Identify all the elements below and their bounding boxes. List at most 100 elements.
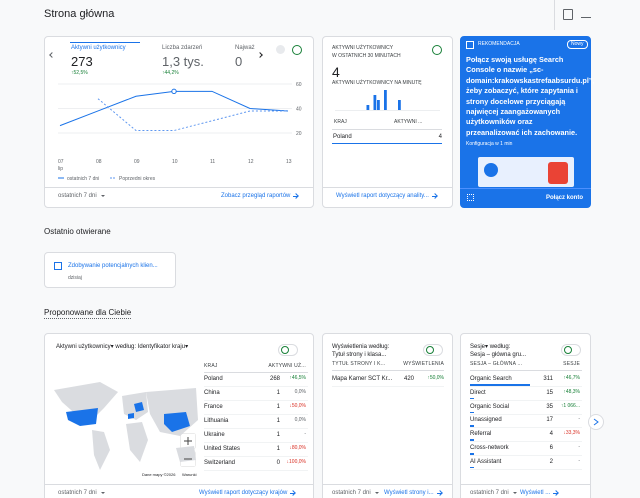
connect-button[interactable]: Połącz konto: [546, 195, 584, 201]
recommendation-icon: [466, 41, 474, 49]
period-selector[interactable]: ostatnich 7 dni: [470, 490, 509, 496]
realtime-card: [322, 36, 453, 208]
report-link[interactable]: Wyświetl strony i...: [384, 490, 434, 496]
row-value: 15: [546, 389, 553, 396]
dropdown-icon: [374, 492, 379, 494]
link-arrow: [553, 493, 559, 494]
row-label: Poland: [333, 134, 352, 140]
divider: [332, 129, 442, 130]
row-value: 2: [549, 458, 553, 465]
period-selector[interactable]: ostatnich 7 dni: [58, 193, 97, 199]
divider: [204, 372, 308, 373]
row-change: ↑50,0%: [427, 375, 444, 381]
sessions-card: [460, 333, 591, 498]
recent-card[interactable]: [44, 252, 176, 288]
illustration-accent: [548, 162, 568, 184]
row-label: Unassigned: [470, 417, 502, 424]
row-change: ↓50,0%: [289, 403, 306, 409]
status-icon: [432, 45, 442, 55]
check-toggle: [278, 344, 298, 356]
report-icon: [54, 262, 62, 270]
report-link[interactable]: Wyświetl raport dotyczący anality...: [336, 193, 429, 199]
divider: [470, 413, 582, 415]
share-bar: [470, 453, 474, 455]
row-value: 35: [546, 403, 553, 410]
row-change: -: [578, 416, 580, 423]
tab-label[interactable]: Liczba zdarzeń: [162, 45, 203, 51]
row-value: 1: [276, 432, 280, 438]
row-label: Poland: [204, 376, 223, 382]
row-value: 0: [276, 460, 280, 466]
row-value: 420: [403, 376, 414, 382]
divider: [470, 386, 582, 387]
recommendation-label: REKOMENDACJA: [478, 41, 520, 47]
row-change: ↓80,0%: [289, 445, 306, 451]
realtime-subtitle: W OSTATNICH 30 MINUTACH: [332, 53, 401, 59]
next-button[interactable]: [588, 414, 604, 430]
divider: [332, 386, 444, 387]
report-link[interactable]: Wyświetl ...: [520, 490, 551, 496]
row-change: ↓33,3%: [563, 430, 580, 437]
row-value: 6: [549, 445, 553, 451]
column-header: WYŚWIETLENIA: [403, 361, 444, 367]
row-label: Ukraine: [204, 432, 225, 438]
row-value: 1: [276, 446, 280, 452]
card-title: Aktywni użytkownicy▾ według: Identyfikat…: [56, 344, 189, 350]
row-value: 1: [276, 390, 280, 396]
column-header: KRAJ: [334, 119, 347, 125]
tab-label[interactable]: Najważ: [235, 45, 255, 51]
report-link[interactable]: Zobacz przegląd raportów: [221, 193, 291, 199]
divider: [44, 484, 314, 485]
column-header: TYTUŁ STRONY I K...: [332, 361, 386, 367]
row-change: ↑1 066...: [560, 402, 580, 409]
recommendation-text: Połącz swoją usługę Search Console o naz…: [466, 55, 595, 137]
check-toggle: [561, 344, 581, 356]
share-bar: [470, 384, 530, 386]
check-toggle: [423, 344, 443, 356]
expand-icon: [467, 194, 474, 201]
row-change: ↑48,3%: [563, 388, 580, 395]
row-change: 0,0%: [294, 417, 306, 423]
link-arrow: [431, 196, 437, 197]
card-subtitle: Sesja – główna gru...: [470, 352, 527, 358]
divider: [332, 143, 442, 144]
zoom-out[interactable]: [181, 452, 195, 466]
insights-icon[interactable]: [581, 9, 591, 18]
row-label: France: [204, 404, 223, 410]
row-label: Organic Search: [470, 376, 512, 382]
divider: [470, 399, 582, 401]
section-title: Ostatnio otwierane: [44, 227, 111, 236]
status-icon: [292, 45, 302, 55]
period-selector[interactable]: ostatnich 7 dni: [332, 490, 371, 496]
row-change: ↑46,7%: [563, 375, 580, 381]
row-value: 17: [546, 417, 553, 424]
tab-value: 1,3 tys.: [162, 54, 204, 69]
page-title: Strona główna: [44, 8, 115, 20]
link-arrow: [436, 493, 442, 494]
tab-label[interactable]: Aktywni użytkownicy: [71, 45, 126, 51]
row-change: -: [304, 431, 306, 437]
recent-item[interactable]: Zdobywanie potencjalnych klien...: [68, 263, 158, 269]
map-terms[interactable]: Warunki: [182, 472, 197, 477]
row-label: United States: [204, 446, 241, 452]
row-change: ↑46,5%: [289, 375, 306, 381]
divider: [470, 468, 582, 470]
divider: [204, 400, 308, 401]
notes-icon[interactable]: [563, 9, 573, 20]
per-minute-label: AKTYWNI UŻYTKOWNICY NA MINUTĘ: [332, 80, 422, 86]
share-bar: [470, 466, 474, 469]
tab-value: 0: [235, 54, 243, 69]
zoom-in[interactable]: [181, 434, 195, 448]
row-label: AI Assistant: [470, 458, 502, 465]
tab-change: ↑44,2%: [162, 70, 179, 76]
share-bar: [470, 397, 474, 400]
compare-icon: [276, 45, 285, 54]
column-header: SESJA – GŁÓWNA ...: [470, 361, 523, 367]
setup-time: Konfiguracja w 1 min: [466, 141, 513, 147]
divider: [204, 428, 308, 429]
report-link[interactable]: Wyświetl raport dotyczący krajów: [199, 490, 288, 496]
period-selector[interactable]: ostatnich 7 dni: [58, 490, 97, 496]
realtime-title: AKTYWNI UŻYTKOWNICY: [332, 45, 394, 51]
recent-date: dzisiaj: [68, 275, 82, 281]
